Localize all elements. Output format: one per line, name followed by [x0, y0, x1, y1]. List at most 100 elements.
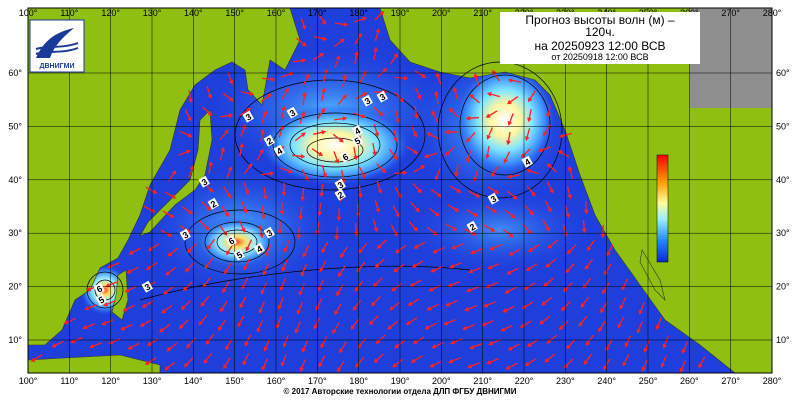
contour-label: 3	[200, 177, 209, 188]
arrow	[301, 169, 309, 182]
arrow	[660, 355, 667, 368]
arrow	[465, 115, 480, 121]
arrow	[204, 257, 214, 269]
arrow	[127, 342, 140, 350]
arrow	[178, 149, 191, 156]
lon-label: 210°	[473, 8, 492, 18]
lat-label: 60°	[8, 68, 22, 78]
contour-label: 3	[265, 228, 274, 239]
arrow	[432, 246, 445, 254]
arrow	[355, 92, 368, 100]
arrow	[333, 151, 340, 164]
arrow	[374, 258, 385, 269]
arrow	[546, 181, 554, 194]
arrow	[413, 241, 426, 249]
arrow	[424, 322, 437, 330]
lon-label: 120°	[101, 8, 120, 18]
arrow	[200, 295, 210, 307]
arrow	[624, 335, 632, 348]
arrow	[473, 73, 480, 86]
arrow	[225, 338, 233, 351]
arrow	[373, 46, 378, 61]
arrow	[242, 353, 250, 366]
arrow	[261, 77, 276, 82]
arrow	[256, 148, 264, 161]
arrow	[467, 362, 480, 369]
arrow	[374, 27, 381, 41]
arrow	[262, 263, 269, 276]
arrow	[643, 340, 650, 353]
arrow	[316, 108, 326, 120]
arrow	[600, 301, 608, 314]
arrow	[435, 72, 442, 85]
arrow	[201, 201, 212, 212]
frame	[27, 7, 773, 374]
arrow	[275, 316, 282, 329]
arrow	[519, 320, 532, 328]
arrow	[376, 163, 387, 174]
arrow	[393, 263, 405, 273]
arrow	[280, 354, 287, 367]
contour-label-bg	[376, 90, 388, 103]
lon-label: 160°	[267, 8, 286, 18]
title-box: Прогноз высоты волн (м) – 120ч. на 20250…	[500, 12, 700, 64]
contour-label: 2	[265, 136, 274, 147]
arrow	[122, 304, 135, 312]
contour-label: 2	[468, 222, 477, 233]
arrow	[583, 200, 589, 215]
arrow	[373, 353, 384, 364]
arrow	[506, 96, 519, 105]
arrow	[506, 131, 511, 146]
arrow	[546, 334, 558, 344]
arrow	[541, 296, 553, 306]
contour-label-bg	[351, 124, 363, 137]
arrow	[283, 240, 290, 253]
contour-label-bg	[273, 144, 285, 157]
arrow	[299, 111, 306, 124]
contour-label: 2	[209, 199, 218, 210]
arrow	[503, 151, 511, 164]
arrow	[354, 32, 362, 45]
arrow	[603, 358, 611, 371]
arrow	[147, 243, 160, 251]
arrow	[167, 247, 179, 257]
contour-label-bg	[95, 293, 107, 306]
arrow	[243, 258, 251, 271]
arrow	[368, 315, 379, 326]
arrow	[183, 357, 194, 368]
arrow	[449, 185, 462, 193]
arrow	[184, 109, 192, 122]
arrow	[243, 182, 250, 195]
arrow	[450, 338, 463, 345]
arrow	[261, 205, 266, 220]
arrow	[334, 22, 349, 27]
arrow	[538, 146, 551, 153]
lon-label: 180°	[349, 376, 368, 386]
contour-label-bg	[339, 150, 351, 163]
arrow	[313, 317, 321, 330]
arrow	[202, 106, 213, 116]
arrow	[487, 186, 500, 194]
arrow	[282, 335, 289, 348]
arrow	[337, 360, 345, 373]
arrow	[413, 165, 426, 173]
arrow	[339, 246, 348, 259]
arrow	[178, 319, 189, 330]
arrow	[256, 320, 264, 333]
arrow	[449, 262, 462, 269]
arrow	[468, 190, 481, 198]
arrow	[332, 322, 340, 335]
lon-label: 130°	[143, 8, 162, 18]
arrow	[621, 278, 629, 291]
arrow	[567, 165, 574, 179]
arrow	[392, 205, 400, 218]
arrow	[358, 242, 368, 254]
arrow	[448, 107, 459, 118]
arrow	[681, 341, 689, 354]
lon-label: 200°	[432, 8, 451, 18]
arrow	[260, 282, 267, 295]
arrow	[547, 239, 558, 249]
arrow	[321, 87, 326, 102]
arrow	[544, 200, 552, 213]
